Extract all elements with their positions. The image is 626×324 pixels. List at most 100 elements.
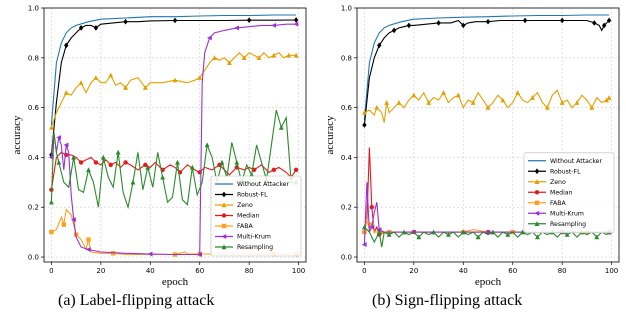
y-tick-label: 0.0 xyxy=(341,254,352,262)
data-point-zeno xyxy=(123,85,128,90)
data-point-zeno xyxy=(559,99,565,105)
data-point-zeno xyxy=(212,55,217,61)
series-line-zeno xyxy=(364,89,610,123)
legend-item-without-attacker: Without Attacker xyxy=(215,181,289,188)
y-tick-label: 1.0 xyxy=(28,5,39,13)
data-point-resampling xyxy=(431,229,437,235)
data-point-multi-krum xyxy=(234,25,239,31)
data-point-multi-krum xyxy=(376,227,382,233)
series-line-robust-fl xyxy=(50,19,297,155)
data-point-median xyxy=(78,160,84,165)
data-point-multi-krum xyxy=(147,251,153,257)
data-point-resampling xyxy=(376,229,382,235)
legend-item-resampling: Resampling xyxy=(528,221,586,228)
legend-item-faba: FABA xyxy=(215,223,253,230)
y-tick-label: 0.2 xyxy=(341,204,352,212)
data-point-zeno xyxy=(78,80,84,85)
series-without-attacker xyxy=(50,14,297,126)
data-point-robust-fl xyxy=(601,22,607,29)
data-point-multi-krum xyxy=(293,21,299,27)
y-tick-label: 0.2 xyxy=(28,204,39,212)
data-point-resampling xyxy=(278,124,284,130)
data-point-multi-krum xyxy=(369,224,375,230)
data-point-zeno xyxy=(530,95,535,100)
legend-label-without-attacker: Without Attacker xyxy=(237,181,289,188)
data-point-zeno xyxy=(604,97,610,103)
series-line-without-attacker xyxy=(363,14,610,121)
data-point-zeno xyxy=(574,99,580,105)
data-point-zeno xyxy=(485,104,491,110)
data-point-resampling xyxy=(204,142,210,148)
data-point-median xyxy=(108,162,113,168)
legend-marker-robust-fl xyxy=(221,191,227,198)
data-point-resampling xyxy=(535,234,540,240)
chart-panel-1: 0 20 40 60 80 100 0.0 0.2 0.4 0.6 0.8 1.0 epoch accur… xyxy=(11,5,307,288)
data-point-resampling xyxy=(189,164,195,170)
legend-marker-median xyxy=(221,213,227,218)
x-tick-label: 80 xyxy=(245,267,254,275)
y-tick-label: 0.0 xyxy=(28,254,39,262)
x-tick-label: 40 xyxy=(459,267,468,275)
legend-item-robust-fl: Robust-FL xyxy=(215,191,268,199)
x-axis-label: epoch xyxy=(475,276,502,288)
data-point-zeno xyxy=(93,75,99,80)
data-point-zeno xyxy=(396,99,402,105)
x-tick-label: 0 xyxy=(362,267,366,275)
data-point-resampling xyxy=(361,224,367,230)
legend-item-robust-fl: Robust-FL xyxy=(528,168,581,175)
legend-item-median: Median xyxy=(215,213,260,220)
data-point-zeno xyxy=(455,92,461,98)
y-tick-label: 0.6 xyxy=(341,104,353,112)
legend-marker-zeno xyxy=(221,202,227,208)
x-tick-label: 60 xyxy=(195,267,204,275)
data-point-multi-krum xyxy=(85,247,91,252)
data-point-median xyxy=(293,167,299,173)
y-axis-label: accuracy xyxy=(324,115,336,155)
data-point-zeno xyxy=(286,52,292,58)
x-tick-label: 40 xyxy=(146,267,155,275)
y-tick-label: 0.4 xyxy=(28,154,40,162)
data-point-faba xyxy=(111,251,116,256)
x-tick-label: 20 xyxy=(96,267,105,275)
data-point-zeno xyxy=(544,104,550,110)
series-robust-fl xyxy=(49,17,299,158)
data-point-faba xyxy=(49,229,54,235)
data-point-robust-fl xyxy=(559,17,565,24)
data-point-resampling xyxy=(460,229,466,235)
data-point-robust-fl xyxy=(406,22,412,29)
x-tick-label: 20 xyxy=(409,267,418,275)
data-point-robust-fl xyxy=(64,42,69,49)
data-point-zeno xyxy=(197,75,203,80)
series-line-resampling xyxy=(50,109,297,210)
x-tick-label: 0 xyxy=(49,267,53,275)
data-point-zeno xyxy=(515,90,521,95)
data-point-zeno xyxy=(384,99,390,105)
legend-marker-multi-krum xyxy=(221,234,227,239)
y-tick-label: 0.6 xyxy=(28,104,40,112)
data-point-zeno xyxy=(441,90,446,95)
data-point-median xyxy=(271,167,277,173)
data-point-resampling xyxy=(56,159,62,165)
legend-item-resampling: Resampling xyxy=(215,244,273,251)
data-point-resampling xyxy=(175,159,180,165)
legend-marker-median xyxy=(534,190,540,195)
data-point-robust-fl xyxy=(293,17,299,23)
series-line-zeno xyxy=(50,52,297,128)
data-point-multi-krum xyxy=(48,154,54,160)
legend-label-median: Median xyxy=(550,189,573,196)
data-point-resampling xyxy=(160,174,166,180)
series-multi-krum xyxy=(48,21,299,257)
legend-marker-multi-krum xyxy=(534,210,540,216)
data-point-multi-krum xyxy=(56,135,62,140)
legend-label-robust-fl: Robust-FL xyxy=(237,192,268,199)
legend-marker-faba xyxy=(221,223,227,229)
legend-label-zeno: Zeno xyxy=(550,179,566,186)
y-tick-label: 0.8 xyxy=(341,54,352,62)
legend-item-zeno: Zeno xyxy=(215,202,253,209)
legend-box xyxy=(523,152,615,234)
data-point-median xyxy=(143,162,148,168)
data-point-resampling xyxy=(71,154,77,160)
data-point-resampling xyxy=(490,229,496,235)
y-tick-label: 0.8 xyxy=(28,54,39,62)
legend-box xyxy=(210,175,302,257)
